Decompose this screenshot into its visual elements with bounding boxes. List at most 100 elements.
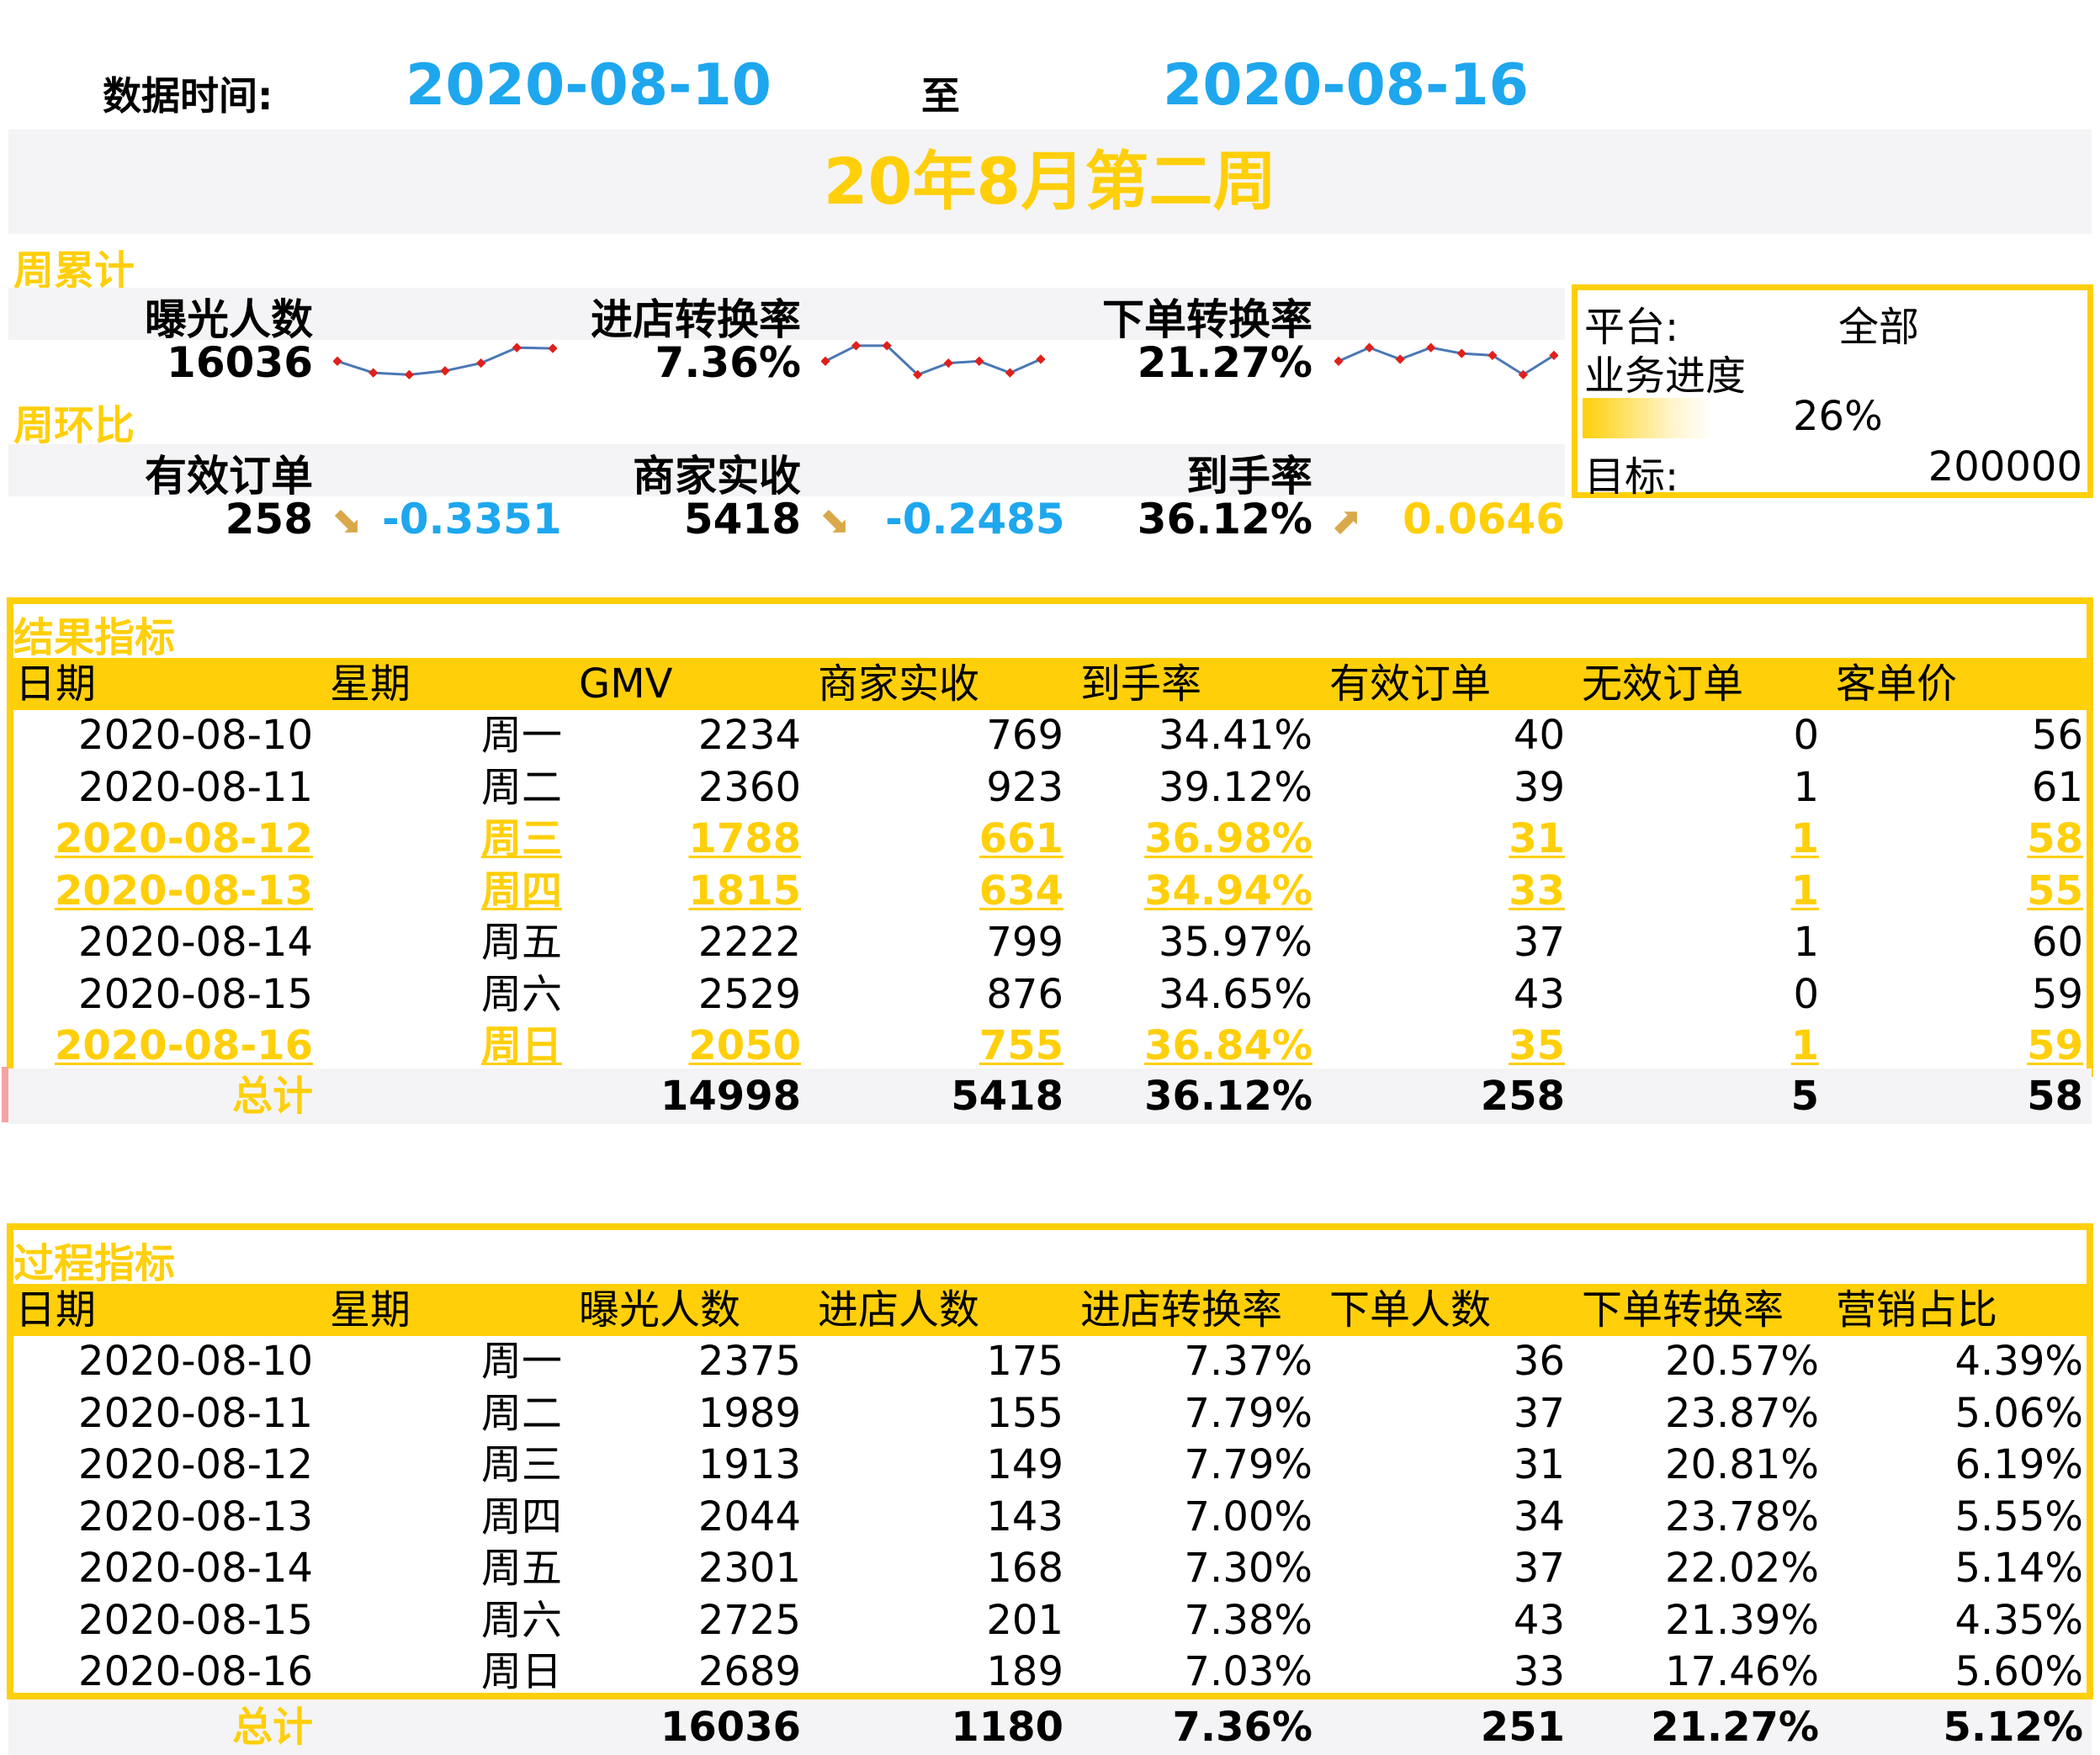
platform-value: 全部	[1838, 304, 1920, 351]
table-cell: 799	[986, 919, 1063, 966]
column-header[interactable]: 进店人数	[818, 1286, 980, 1333]
start-date: 2020-08-10	[406, 52, 772, 119]
table-cell: 36	[1513, 1338, 1565, 1385]
table-cell: 2020-08-13	[78, 1493, 313, 1540]
process-table-header	[8, 1284, 2092, 1336]
sparkline-point	[1395, 354, 1405, 364]
target-label: 目标:	[1584, 453, 1679, 501]
table-cell: 1913	[697, 1441, 801, 1488]
table-cell: 43	[1513, 970, 1565, 1018]
table-cell: 2020-08-12	[78, 1441, 313, 1488]
process-table	[7, 1223, 2093, 1699]
column-header[interactable]: 星期	[330, 1286, 411, 1333]
arrow-down-icon: ⬊	[331, 500, 363, 543]
column-header[interactable]: 星期	[330, 660, 411, 708]
table-cell: 36.84%	[1144, 1022, 1312, 1069]
table-cell: 2725	[697, 1596, 801, 1644]
table-cell: 34.65%	[1158, 970, 1312, 1018]
total-row	[8, 1068, 2092, 1124]
kpi-label: 商家实收	[633, 452, 801, 501]
table-cell: 20.57%	[1664, 1338, 1819, 1385]
column-header[interactable]: 营销占比	[1836, 1286, 1998, 1333]
table-cell: 2020-08-11	[78, 763, 313, 811]
title-banner: 20年8月第二周	[8, 130, 2092, 234]
column-header[interactable]: GMV	[579, 660, 673, 708]
table-cell: 31	[1509, 815, 1565, 862]
table-cell: 661	[978, 815, 1063, 862]
column-header[interactable]: 曝光人数	[579, 1286, 741, 1333]
table-cell: 7.30%	[1184, 1545, 1312, 1592]
table-cell: 2301	[697, 1545, 801, 1592]
table-cell: 周六	[480, 1596, 562, 1644]
table-cell: 634	[978, 867, 1063, 915]
table-cell: 1	[1790, 867, 1819, 915]
table-cell: 6.19%	[1954, 1441, 2083, 1488]
table-cell: 189	[986, 1648, 1063, 1695]
table-cell: 175	[986, 1338, 1063, 1385]
column-header[interactable]: 客单价	[1836, 660, 1958, 708]
table-cell: 1989	[697, 1389, 801, 1437]
table-cell: 143	[986, 1493, 1063, 1540]
end-date: 2020-08-16	[1163, 52, 1529, 119]
kpi-value: 16036	[167, 338, 313, 387]
sparkline-point	[404, 369, 414, 380]
column-header[interactable]: 无效订单	[1582, 660, 1744, 708]
sparkline-point	[333, 356, 342, 366]
column-header[interactable]: 商家实收	[818, 660, 980, 708]
table-cell: 37	[1513, 1389, 1565, 1437]
table-cell: 2020-08-15	[78, 970, 313, 1018]
table-cell: 2020-08-14	[78, 1545, 313, 1592]
date-range-to: 至	[921, 73, 960, 119]
kpi-value: 21.27%	[1137, 338, 1312, 387]
table-cell: 2020-08-14	[78, 919, 313, 966]
table-cell: 2020-08-15	[78, 1596, 313, 1644]
arrow-up-icon: ⬈	[1331, 500, 1362, 543]
column-header[interactable]: 进店转换率	[1080, 1286, 1283, 1333]
date-range-label: 数据时间:	[103, 73, 273, 119]
column-header[interactable]: 下单转换率	[1582, 1286, 1784, 1333]
table-cell: 5.14%	[1954, 1545, 2083, 1592]
platform-label: 平台:	[1584, 304, 1679, 351]
table-cell: 周一	[480, 1338, 562, 1385]
table-cell: 2360	[697, 763, 801, 811]
table-cell: 2020-08-10	[78, 712, 313, 759]
table-cell: 周二	[480, 1389, 562, 1437]
column-header[interactable]: 日期	[15, 660, 97, 708]
total-cell: 1180	[951, 1704, 1063, 1751]
table-cell: 周日	[480, 1648, 562, 1695]
table-cell: 1	[1793, 763, 1819, 811]
platform-progress-box: 平台: 全部 业务进度 26% 目标: 200000	[1572, 284, 2093, 501]
week-ratio-tag: 周环比	[13, 402, 135, 449]
table-cell: 7.03%	[1184, 1648, 1312, 1695]
kpi-change: -0.2485	[885, 495, 1065, 543]
table-cell: 31	[1513, 1441, 1565, 1488]
table-cell: 59	[2031, 970, 2083, 1018]
sparkline-point	[1426, 342, 1436, 353]
total-cell: 7.36%	[1172, 1704, 1312, 1751]
kpi-label: 到手率	[1186, 452, 1312, 501]
table-cell: 39	[1513, 763, 1565, 811]
table-cell: 23.78%	[1664, 1493, 1819, 1540]
table-cell: 4.39%	[1954, 1338, 2083, 1385]
table-cell: 923	[986, 763, 1063, 811]
table-cell: 7.38%	[1184, 1596, 1312, 1644]
table-cell: 20.81%	[1664, 1441, 1819, 1488]
column-header[interactable]: 下单人数	[1329, 1286, 1492, 1333]
table-cell: 60	[2031, 919, 2083, 966]
table-cell: 周日	[480, 1022, 562, 1069]
total-cell: 5.12%	[1943, 1704, 2083, 1751]
table-cell: 1	[1790, 815, 1819, 862]
table-cell: 43	[1513, 1596, 1565, 1644]
column-header[interactable]: 有效订单	[1329, 660, 1492, 708]
table-cell: 876	[986, 970, 1063, 1018]
sparkline-point	[369, 368, 379, 378]
table-cell: 201	[986, 1596, 1063, 1644]
column-header[interactable]: 日期	[15, 1286, 97, 1333]
total-cell: 58	[2027, 1073, 2083, 1120]
column-header[interactable]: 到手率	[1080, 660, 1202, 708]
sparkline-point	[1549, 350, 1558, 361]
table-cell: 39.12%	[1158, 763, 1312, 811]
row-marker	[2, 1067, 8, 1122]
table-cell: 0	[1793, 970, 1819, 1018]
table-cell: 2689	[697, 1648, 801, 1695]
